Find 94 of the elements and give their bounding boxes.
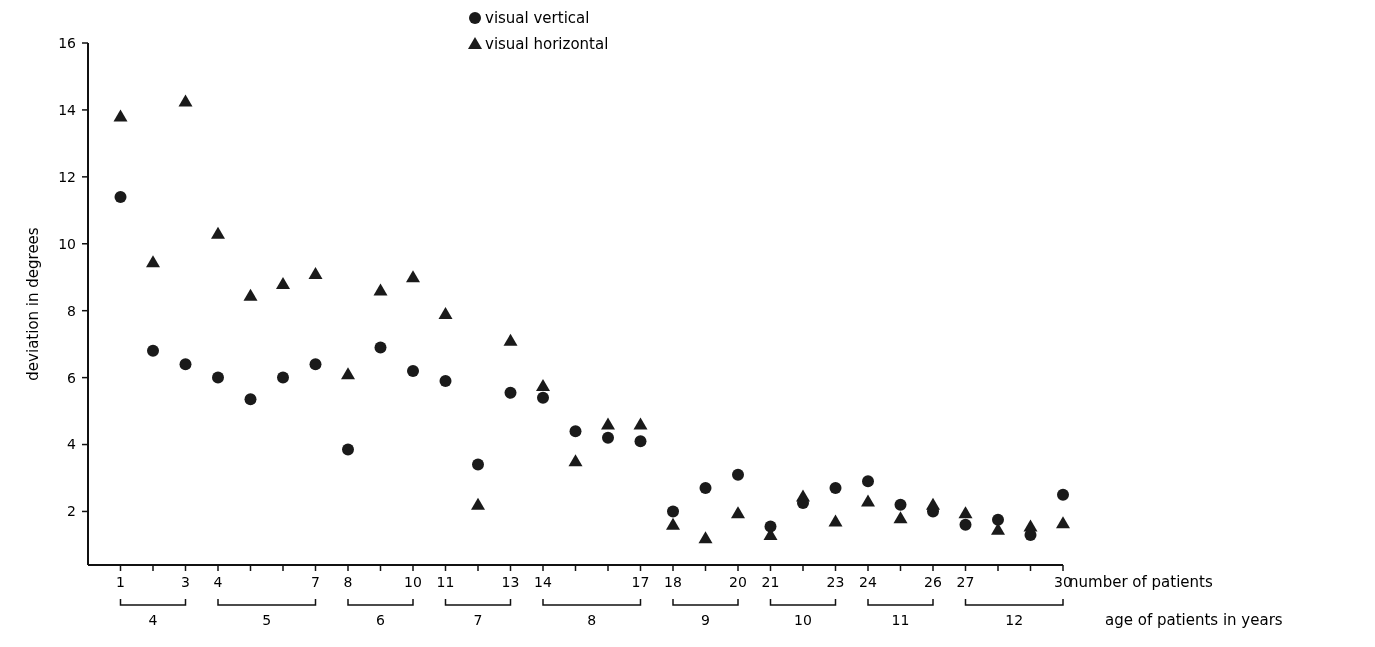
- point: [504, 386, 517, 399]
- x-tick-label: 4: [213, 574, 223, 590]
- point: [113, 109, 128, 122]
- x-tick-label: 20: [729, 574, 747, 590]
- point: [537, 391, 549, 404]
- legend-label: visual horizontal: [485, 35, 609, 54]
- point: [373, 283, 388, 296]
- point: [1023, 519, 1038, 532]
- x-tick-label: 27: [956, 574, 975, 590]
- point: [926, 497, 940, 510]
- point: [992, 513, 1004, 526]
- point: [438, 307, 453, 320]
- point: [732, 468, 744, 481]
- y-tick-label: 4: [67, 436, 77, 453]
- x-tick-label: 17: [631, 574, 650, 590]
- point: [958, 506, 973, 519]
- x-axis-title: number of patients: [1069, 573, 1213, 591]
- point: [472, 458, 484, 471]
- text: 11: [891, 612, 910, 628]
- point: [212, 371, 224, 384]
- point: [114, 190, 127, 203]
- point: [601, 417, 615, 430]
- x-tick-label: 24: [859, 574, 877, 590]
- x-tick-label: 7: [311, 574, 320, 590]
- point: [179, 358, 192, 371]
- text: 8: [587, 612, 597, 628]
- y-tick-label: 2: [67, 503, 76, 520]
- text: 4: [148, 612, 158, 628]
- point: [341, 367, 355, 380]
- point: [178, 94, 193, 107]
- point: [147, 344, 159, 357]
- text: age of patients in years: [1105, 611, 1283, 629]
- x-tick-label: 8: [343, 574, 353, 590]
- x-tick-label: 18: [664, 574, 682, 590]
- point: [861, 494, 875, 507]
- point: [893, 511, 908, 524]
- y-tick-label: 16: [58, 34, 77, 51]
- point: [959, 518, 972, 531]
- point: [407, 364, 419, 377]
- point: [244, 393, 257, 406]
- point: [796, 489, 810, 502]
- x-tick-label: 10: [404, 574, 422, 590]
- y-tick-label: 10: [58, 235, 76, 252]
- point: [471, 497, 485, 510]
- point: [406, 270, 420, 283]
- point: [602, 431, 614, 444]
- text: 7: [473, 612, 483, 628]
- point: [309, 358, 322, 371]
- point: [439, 374, 452, 387]
- point: [1056, 516, 1070, 529]
- x-tick-label: 11: [436, 574, 455, 590]
- point: [503, 333, 518, 346]
- point: [277, 371, 289, 384]
- point: [146, 255, 160, 268]
- point: [342, 443, 354, 456]
- text: 5: [262, 612, 272, 628]
- point: [568, 454, 583, 467]
- x-tick-label: 13: [501, 574, 520, 590]
- text: 9: [701, 612, 710, 628]
- x-tick-label: 26: [924, 574, 942, 590]
- point: [731, 506, 745, 519]
- y-tick-label: 8: [67, 302, 76, 319]
- text: 6: [376, 612, 386, 628]
- y-axis-title: deviation in degrees: [24, 227, 42, 381]
- point: [828, 514, 843, 527]
- point: [862, 475, 874, 488]
- y-tick-label: 14: [58, 101, 77, 118]
- point: [633, 417, 648, 430]
- point: [829, 482, 842, 495]
- x-tick-label: 30: [1054, 574, 1072, 590]
- y-tick-label: 12: [58, 168, 76, 185]
- x-tick-label: 21: [761, 574, 780, 590]
- point: [211, 226, 225, 239]
- point: [536, 378, 550, 391]
- point: [699, 482, 712, 495]
- point: [1057, 488, 1069, 501]
- point: [698, 531, 713, 544]
- legend-label: visual vertical: [485, 9, 590, 28]
- text: 12: [1005, 612, 1024, 628]
- point: [634, 435, 647, 448]
- point: [243, 288, 258, 301]
- point: [569, 425, 582, 438]
- x-tick-label: 3: [181, 574, 190, 590]
- point: [666, 517, 680, 530]
- y-tick-label: 6: [67, 369, 77, 386]
- point: [374, 341, 387, 354]
- x-tick-label: 14: [534, 574, 552, 590]
- text: 10: [794, 612, 812, 628]
- x-tick-label: 1: [116, 574, 125, 590]
- point: [308, 266, 323, 279]
- point: [894, 498, 907, 511]
- point: [276, 276, 290, 289]
- point: [667, 505, 679, 518]
- x-tick-label: 23: [826, 574, 845, 590]
